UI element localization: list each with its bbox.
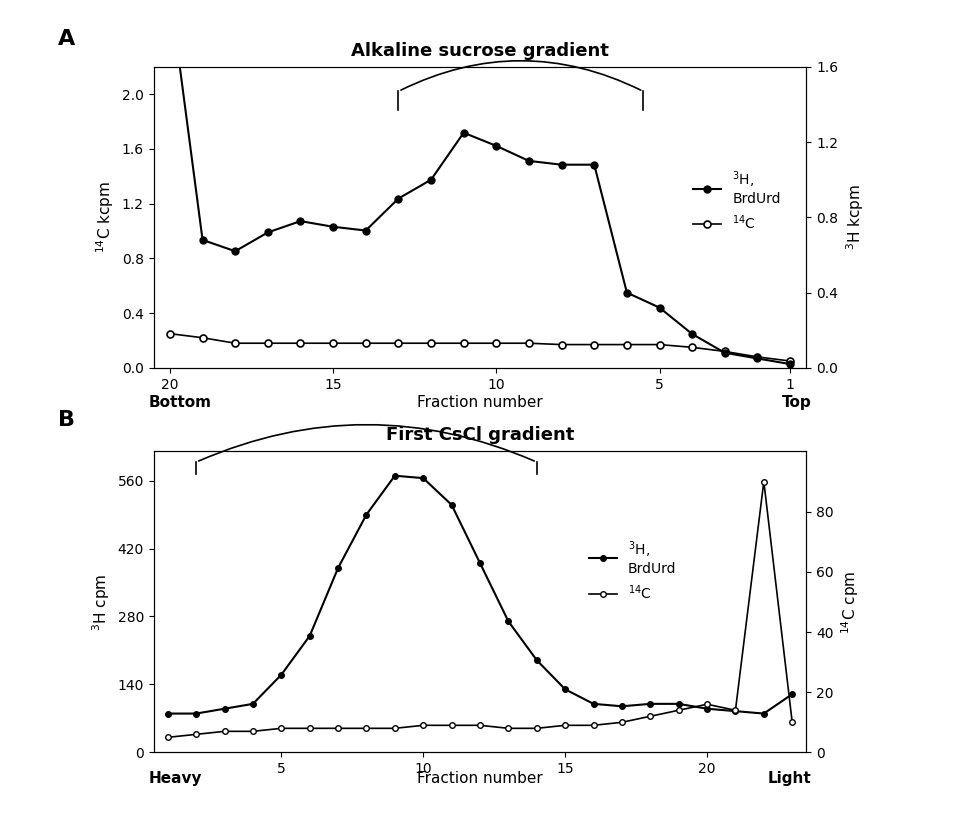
- Y-axis label: $^{14}$C kcpm: $^{14}$C kcpm: [94, 181, 116, 253]
- Text: Fraction number: Fraction number: [418, 395, 542, 410]
- Text: Light: Light: [767, 771, 811, 786]
- Legend: $^{3}$H,
BrdUrd, $^{14}$C: $^{3}$H, BrdUrd, $^{14}$C: [688, 164, 786, 237]
- Text: B: B: [58, 410, 75, 430]
- Y-axis label: $^{3}$H cpm: $^{3}$H cpm: [90, 573, 112, 630]
- Y-axis label: $^{3}$H kcpm: $^{3}$H kcpm: [844, 184, 866, 251]
- Legend: $^{3}$H,
BrdUrd, $^{14}$C: $^{3}$H, BrdUrd, $^{14}$C: [584, 533, 682, 607]
- Y-axis label: $^{14}$C cpm: $^{14}$C cpm: [839, 570, 861, 634]
- Title: First CsCl gradient: First CsCl gradient: [386, 426, 574, 444]
- Text: Top: Top: [781, 395, 811, 410]
- Text: Heavy: Heavy: [149, 771, 203, 786]
- Text: Fraction number: Fraction number: [418, 771, 542, 786]
- Text: Bottom: Bottom: [149, 395, 212, 410]
- Text: A: A: [58, 29, 75, 49]
- Title: Alkaline sucrose gradient: Alkaline sucrose gradient: [351, 42, 609, 59]
